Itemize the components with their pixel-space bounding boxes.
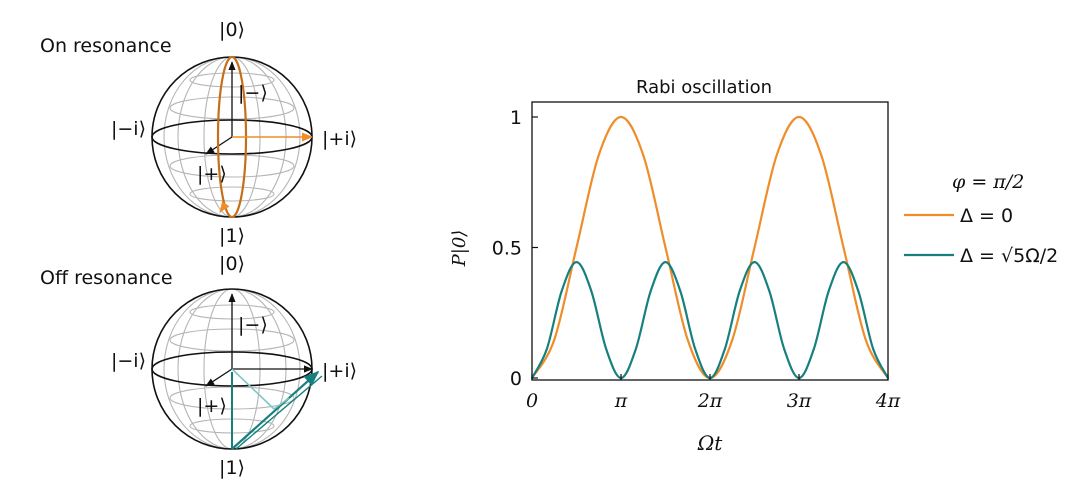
x-tick-label: 2π bbox=[697, 390, 723, 412]
data-point bbox=[842, 261, 845, 264]
ket-one: |1⟩ bbox=[219, 457, 245, 479]
sphere-title: On resonance bbox=[40, 35, 172, 57]
x-tick-label: π bbox=[614, 390, 628, 412]
ket-zero: |0⟩ bbox=[219, 19, 245, 41]
data-point bbox=[857, 290, 860, 292]
ket-minus-i: |−i⟩ bbox=[111, 350, 146, 372]
data-point bbox=[820, 154, 823, 157]
x-axis-arrow bbox=[205, 368, 233, 387]
data-point bbox=[545, 348, 548, 350]
data-point bbox=[783, 348, 786, 350]
series-0 bbox=[531, 115, 889, 380]
data-point bbox=[731, 338, 734, 341]
bloch-sphere-off-resonance: Off resonance |0⟩ |1⟩ |−i⟩ |+i⟩ |−⟩ |+⟩ bbox=[40, 253, 357, 479]
x-tick-label: 0 bbox=[526, 390, 538, 412]
bloch-sphere-on-resonance: On resonance |0⟩ |1⟩ |−i⟩ |+i⟩ |−⟩ |+⟩ bbox=[40, 19, 357, 247]
legend-label-detuned: Δ = √5Ω/2 bbox=[960, 245, 1058, 267]
ket-minus: |−⟩ bbox=[238, 82, 268, 104]
legend: φ = π/2 Δ = 0 Δ = √5Ω/2 bbox=[904, 171, 1058, 267]
data-point bbox=[597, 154, 600, 157]
data-point bbox=[768, 290, 771, 292]
data-point bbox=[872, 348, 875, 350]
ket-plus: |+⟩ bbox=[197, 395, 227, 417]
ket-one: |1⟩ bbox=[219, 225, 245, 247]
legend-title: φ = π/2 bbox=[952, 171, 1024, 193]
ket-zero: |0⟩ bbox=[219, 253, 245, 275]
ket-plus: |+⟩ bbox=[197, 163, 227, 185]
x-axis: 0 π 2π 3π 4π bbox=[526, 374, 901, 412]
chart-title: Rabi oscillation bbox=[636, 77, 772, 98]
data-point bbox=[827, 290, 830, 292]
data-point bbox=[649, 290, 652, 292]
x-axis-label: Ωt bbox=[697, 431, 724, 455]
data-point bbox=[738, 290, 741, 292]
data-point bbox=[634, 348, 637, 350]
y-tick-label: 0.5 bbox=[492, 238, 522, 260]
data-point bbox=[798, 116, 800, 118]
sphere-title: Off resonance bbox=[40, 267, 173, 289]
x-tick-label: 3π bbox=[787, 390, 812, 412]
ket-plus-i: |+i⟩ bbox=[322, 128, 357, 150]
y-tick-label: 1 bbox=[510, 107, 522, 129]
data-point bbox=[842, 246, 845, 249]
series-layer bbox=[531, 115, 889, 380]
trajectory-arrow bbox=[219, 201, 230, 213]
trajectory-path bbox=[235, 375, 323, 450]
x-tick-label: 4π bbox=[875, 390, 901, 412]
legend-label-resonant: Δ = 0 bbox=[960, 205, 1013, 227]
rotation-axis-tick bbox=[273, 397, 290, 410]
rabi-chart: Rabi oscillation 0 π 2π 3π 4π 00.51 Ωt P|0⟩ … bbox=[449, 77, 1058, 455]
data-point bbox=[812, 348, 815, 350]
ket-plus-i: |+i⟩ bbox=[322, 360, 357, 382]
data-point bbox=[664, 246, 667, 249]
data-point bbox=[694, 348, 697, 350]
data-point bbox=[575, 246, 578, 249]
data-point bbox=[775, 154, 778, 157]
data-point bbox=[664, 261, 667, 264]
data-point bbox=[605, 348, 608, 350]
y-axis-label: P|0⟩ bbox=[449, 230, 470, 268]
data-point bbox=[553, 338, 556, 341]
data-point bbox=[753, 261, 756, 264]
ket-minus: |−⟩ bbox=[238, 314, 268, 336]
ket-minus-i: |−i⟩ bbox=[111, 118, 146, 140]
data-point bbox=[620, 116, 622, 118]
data-point bbox=[723, 348, 726, 350]
y-axis: 00.51 bbox=[492, 107, 538, 390]
series-line bbox=[531, 115, 889, 380]
series-1 bbox=[531, 261, 889, 380]
plot-frame bbox=[531, 101, 889, 381]
drive-axis-arrow bbox=[231, 370, 320, 450]
data-point bbox=[753, 246, 756, 249]
data-point bbox=[560, 290, 563, 292]
data-point bbox=[686, 338, 689, 341]
series-line bbox=[531, 261, 889, 380]
data-point bbox=[575, 261, 578, 264]
y-tick-label: 0 bbox=[510, 368, 522, 390]
rotation-axis-line bbox=[231, 368, 275, 410]
data-point bbox=[679, 290, 682, 292]
data-point bbox=[864, 338, 867, 341]
data-point bbox=[642, 154, 645, 157]
data-point bbox=[590, 290, 593, 292]
